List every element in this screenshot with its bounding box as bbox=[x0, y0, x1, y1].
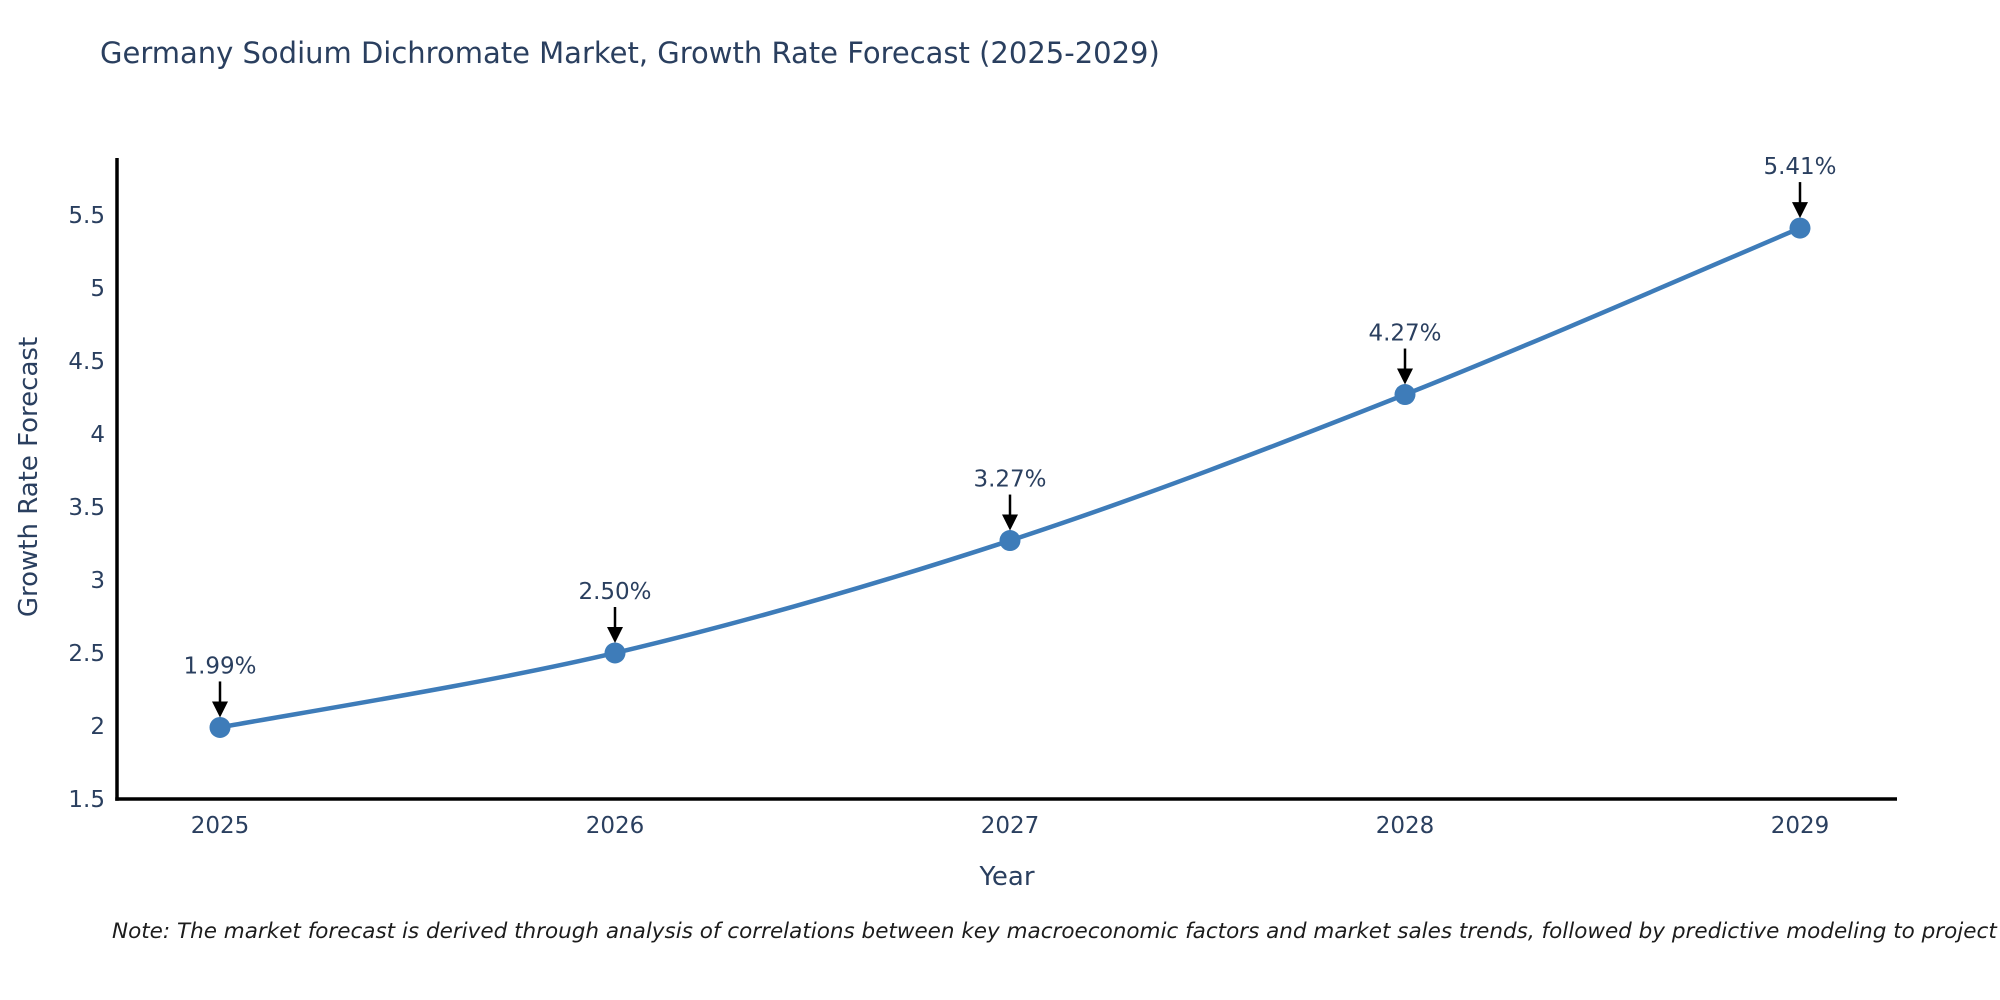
y-tick-label: 4.5 bbox=[68, 349, 105, 375]
data-point-marker-2028[interactable] bbox=[1394, 384, 1416, 406]
annotation-arrowhead bbox=[1792, 202, 1808, 219]
annotation-arrowhead bbox=[212, 701, 228, 718]
annotation-label: 5.41% bbox=[1763, 154, 1836, 180]
y-tick-label: 5.5 bbox=[68, 203, 105, 229]
annotation-arrowhead bbox=[1002, 514, 1018, 531]
annotation-arrowhead bbox=[607, 626, 623, 643]
x-tick-label: 2029 bbox=[1771, 813, 1830, 839]
y-tick-label: 1.5 bbox=[68, 787, 105, 813]
data-point-marker-2027[interactable] bbox=[999, 530, 1021, 552]
annotation-label: 3.27% bbox=[973, 467, 1046, 493]
chart-title: Germany Sodium Dichromate Market, Growth… bbox=[100, 36, 1160, 70]
y-tick-label: 4 bbox=[90, 422, 105, 448]
footnote: Note: The market forecast is derived thr… bbox=[112, 919, 2000, 944]
annotation-label: 1.99% bbox=[183, 653, 256, 679]
y-axis-title: Growth Rate Forecast bbox=[14, 336, 44, 618]
x-tick-label: 2026 bbox=[586, 813, 645, 839]
data-point-marker-2029[interactable] bbox=[1789, 217, 1811, 239]
y-tick-label: 3.5 bbox=[68, 495, 105, 521]
annotation-label: 4.27% bbox=[1368, 321, 1441, 347]
annotation-label: 2.50% bbox=[578, 579, 651, 605]
x-tick-label: 2028 bbox=[1376, 813, 1435, 839]
x-tick-label: 2027 bbox=[981, 813, 1040, 839]
x-axis-title: Year bbox=[979, 862, 1035, 892]
annotation-arrowhead bbox=[1397, 368, 1413, 385]
data-point-marker-2026[interactable] bbox=[604, 642, 626, 664]
x-tick-label: 2025 bbox=[191, 813, 250, 839]
y-tick-label: 5 bbox=[90, 276, 105, 302]
y-tick-label: 2.5 bbox=[68, 641, 105, 667]
data-point-marker-2025[interactable] bbox=[209, 716, 231, 738]
y-tick-label: 2 bbox=[90, 714, 105, 740]
y-tick-label: 3 bbox=[90, 568, 105, 594]
